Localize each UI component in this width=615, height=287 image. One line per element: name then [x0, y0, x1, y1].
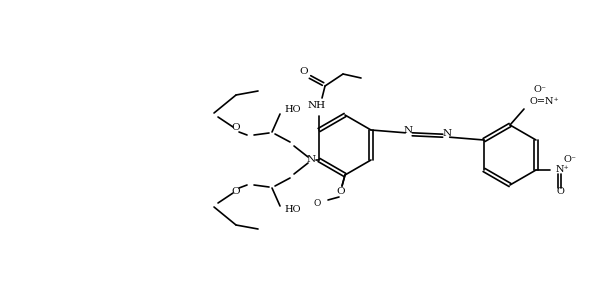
- Text: N⁺: N⁺: [556, 166, 569, 174]
- Text: HO: HO: [284, 106, 301, 115]
- Text: O: O: [336, 187, 345, 195]
- Text: N: N: [403, 126, 413, 135]
- Text: O: O: [556, 187, 564, 197]
- Text: O=N⁺: O=N⁺: [530, 96, 560, 106]
- Text: O⁻: O⁻: [533, 84, 547, 94]
- Text: HO: HO: [284, 205, 301, 214]
- Text: O⁻: O⁻: [563, 156, 576, 164]
- Text: O: O: [300, 67, 308, 77]
- Text: O: O: [232, 187, 240, 197]
- Text: N: N: [442, 129, 451, 138]
- Text: O: O: [313, 199, 320, 208]
- Text: N: N: [306, 156, 315, 164]
- Text: NH: NH: [308, 102, 326, 110]
- Text: O: O: [232, 123, 240, 133]
